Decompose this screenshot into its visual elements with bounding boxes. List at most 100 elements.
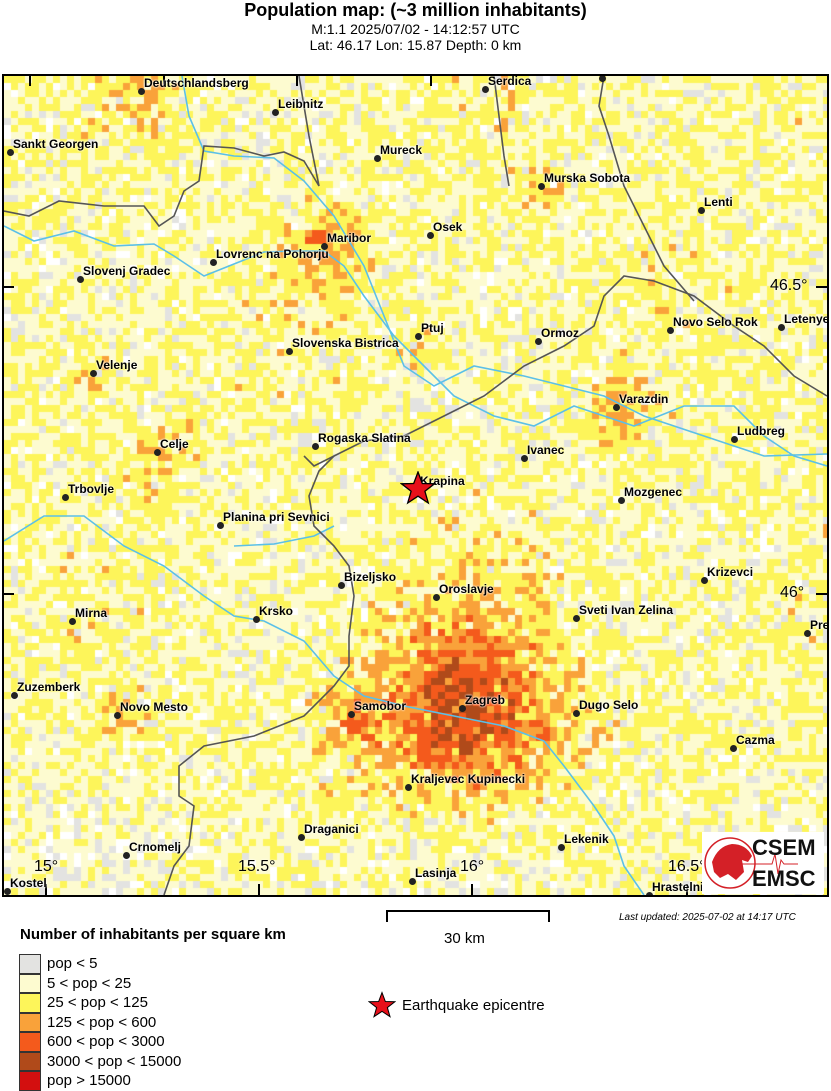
logo-text-csem: CSEM [752,835,816,860]
city-marker [459,705,466,712]
city-marker [433,594,440,601]
city-marker [286,348,293,355]
legend-label: pop > 15000 [47,1072,131,1090]
legend-swatch [19,1012,41,1032]
city-marker [253,616,260,623]
logo-text-emsc: EMSC [752,866,816,891]
legend-label: 600 < pop < 3000 [47,1033,165,1051]
city-label: Kraljevec Kupinecki [411,772,526,786]
city-label: Rogaska Slatina [318,431,411,445]
city-marker [731,436,738,443]
lon-label: 15.5° [238,858,276,875]
city-marker [348,711,355,718]
city-label: Maribor [327,231,372,245]
city-label: Varazdin [619,392,669,406]
lon-label: 16° [460,858,485,875]
legend-item: 5 < pop < 25 [19,973,181,993]
city-marker [535,338,542,345]
city-label: Kostel [10,876,47,890]
lon-label: 16.5° [668,858,706,875]
city-label: Cazma [736,733,775,747]
city-label: Lenti [704,195,733,209]
city-label: Murska Sobota [544,171,631,185]
city-label: Oroslavje [439,582,494,596]
city-marker [123,852,130,859]
city-marker [77,276,84,283]
city-marker [69,618,76,625]
city-marker [154,449,161,456]
city-label: Deutschlandsberg [144,76,249,90]
city-label: Slovenj Gradec [83,264,171,278]
lat-label: 46° [780,584,805,601]
city-label: Mirna [75,606,108,620]
city-label: Trbovlje [68,482,115,496]
city-marker [804,630,811,637]
red-star-icon[interactable] [400,471,436,505]
river-sava [4,515,645,895]
legend-swatch [19,954,41,974]
city-marker [701,577,708,584]
border-sutla [163,455,355,895]
legend-label: 3000 < pop < 15000 [47,1052,182,1070]
city-label: Slovenska Bistrica [292,336,399,350]
axis-ticks [4,76,827,895]
city-marker [482,86,489,93]
city-label: Velenje [96,358,138,372]
legend-item: 600 < pop < 3000 [19,1032,181,1052]
border-austria-hungary [493,76,510,187]
map-title: Population map: (~3 million inhabitants) [244,0,587,20]
city-label: Bizeljsko [344,570,397,584]
city-marker [298,834,305,841]
city-marker [90,370,97,377]
lat-label: 46.5° [770,277,808,294]
legend-epicentre: Earthquake epicentre [368,991,545,1019]
city-marker [7,149,14,156]
city-marker [321,243,328,250]
city-label: Lasinja [415,866,457,880]
csem-emsc-logo: CSEM EMSC [702,832,824,894]
population-map[interactable]: Deutschlandsberg Leibnitz Sankt Georgen Mur… [2,74,829,897]
city-marker [4,888,11,895]
city-label: Ivanec [527,443,565,457]
legend-item: 25 < pop < 125 [19,993,181,1013]
city-marker [405,784,412,791]
event-info: M:1.1 2025/07/02 - 14:12:57 UTC [311,21,520,37]
epicentre-label: Earthquake epicentre [402,996,545,1014]
city-label: Ormoz [541,326,580,340]
city-label: Lekenik [564,832,609,846]
city-marker [217,522,224,529]
city-marker [374,155,381,162]
city-label: Dugo Selo [579,698,639,712]
city-marker [730,745,737,752]
legend-label: 5 < pop < 25 [47,974,132,992]
city-label: Celje [160,437,189,451]
scale-bar [386,910,550,922]
city-marker [338,582,345,589]
border-slovenia-hungary [598,76,695,302]
city-marker [427,232,434,239]
city-marker [667,327,674,334]
legend-label: 25 < pop < 125 [47,994,148,1012]
city-marker [114,712,121,719]
legend-label: 125 < pop < 600 [47,1013,157,1031]
city-marker [646,892,653,895]
legend-swatch [19,973,41,993]
last-updated: Last updated: 2025-07-02 at 14:17 UTC [619,912,796,923]
legend-swatch [19,1071,41,1091]
city-label: Salovci [605,76,647,77]
legend-item: pop < 5 [19,954,181,974]
city-label: Osek [433,220,463,234]
city-label: Sveti Ivan Zelina [579,603,674,617]
river-drava [4,225,827,467]
city-label: Samobor [354,699,407,713]
city-label: Planina pri Sevnici [223,510,330,524]
borders [4,76,827,895]
city-marker [573,710,580,717]
city-label: Leibnitz [278,97,324,111]
legend-swatch [19,993,41,1013]
city-label: Krsko [259,604,294,618]
city-label: Hrastelnica [652,880,717,894]
city-marker [558,844,565,851]
legend-item: 125 < pop < 600 [19,1012,181,1032]
